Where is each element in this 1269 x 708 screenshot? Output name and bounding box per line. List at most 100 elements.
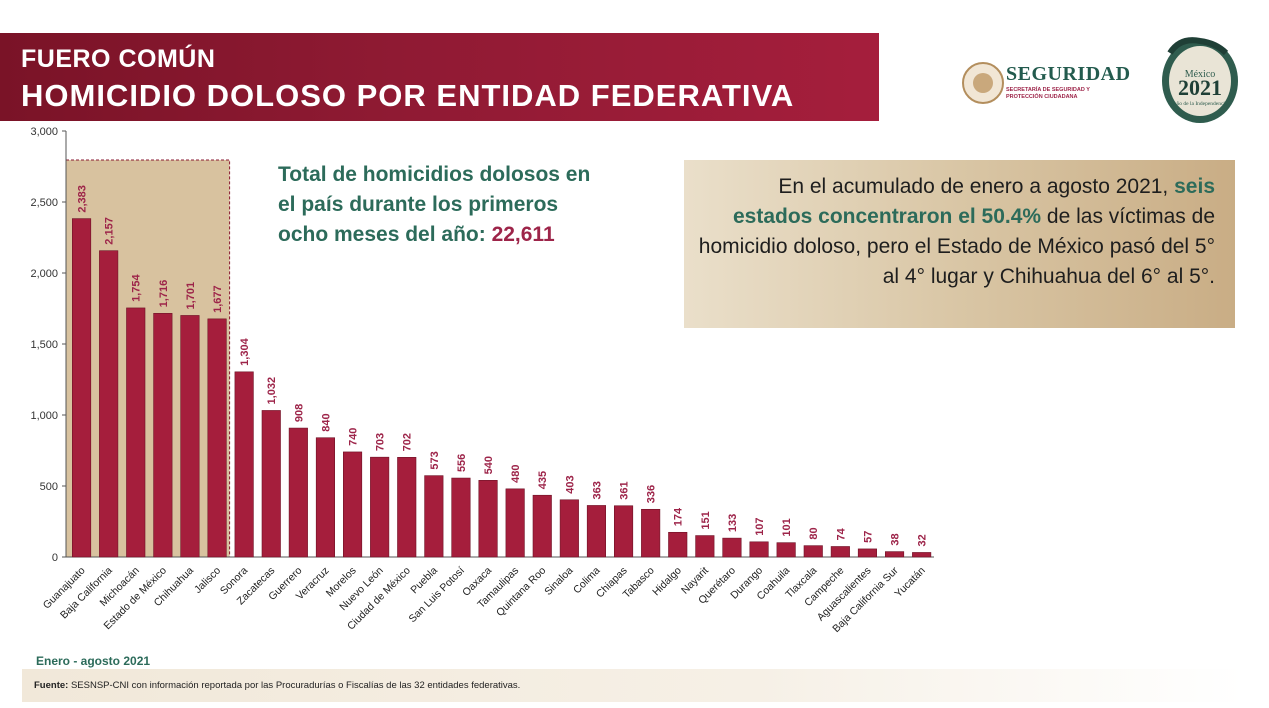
mexico-2021-logo: México 2021 Año de la Independencia (1162, 37, 1238, 123)
source-label: Fuente: (34, 680, 69, 691)
bar (884, 551, 905, 558)
bar-value-label: 703 (375, 433, 387, 451)
total-callout-text: Total de homicidios dolosos en el país d… (278, 163, 591, 246)
bar (912, 552, 932, 558)
bar-value-label: 151 (700, 511, 712, 529)
bar (288, 427, 308, 558)
category-label: Sinaloa (542, 565, 575, 598)
bar (342, 451, 363, 558)
bar-value-label: 32 (917, 534, 929, 546)
y-tick-label: 0 (52, 552, 58, 564)
top-states-highlight (65, 159, 231, 558)
y-tick-label: 3,000 (30, 126, 58, 138)
page-title: HOMICIDIO DOLOSO POR ENTIDAD FEDERATIVA (21, 78, 795, 113)
bar (180, 315, 200, 558)
bar-value-label: 2,383 (77, 185, 89, 213)
note-line-before: En el acumulado de enero a agosto 2021, (778, 175, 1169, 198)
category-label: Yucatán (892, 565, 927, 600)
note-line-after: de las víctimas de homicidio doloso, per… (698, 205, 1215, 288)
bar (126, 307, 146, 558)
bar-value-label: 101 (781, 518, 793, 536)
bar (315, 437, 336, 558)
bar (72, 218, 92, 558)
bar-value-label: 840 (320, 413, 332, 431)
bar-value-label: 174 (673, 507, 685, 526)
bar-value-label: 80 (808, 527, 820, 539)
bar (424, 475, 444, 558)
source-text: SESNSP-CNI con información reportada por… (68, 680, 521, 691)
bar-value-label: 480 (510, 464, 522, 482)
note-highlight: seis estados concentraron el 50.4% (732, 175, 1215, 228)
bar-value-label: 1,701 (185, 282, 197, 310)
bar (153, 313, 173, 558)
y-tick-label: 1,500 (30, 339, 58, 351)
total-callout: Total de homicidios dolosos en el país d… (278, 160, 608, 250)
bar (830, 546, 850, 558)
bar (803, 545, 823, 558)
bar-value-label: 908 (293, 404, 305, 422)
year-label: 2021 (1178, 75, 1222, 100)
bar (397, 457, 417, 558)
seguridad-logo-tagline: SECRETARÍA DE SEGURIDAD Y PROTECCIÓN CIU… (1006, 87, 1090, 100)
bar-value-label: 107 (754, 517, 766, 535)
summary-note-box: En el acumulado de enero a agosto 2021, … (684, 160, 1235, 328)
bar (722, 537, 742, 558)
bar-value-label: 1,032 (266, 377, 278, 405)
page-subtitle: FUERO COMÚN (21, 45, 216, 73)
y-tick-label: 2,500 (30, 197, 58, 209)
bar (370, 456, 390, 558)
bar (99, 250, 119, 558)
category-label: Hidalgo (650, 565, 684, 599)
y-tick-label: 500 (40, 481, 58, 493)
bar (613, 505, 634, 558)
bar (505, 488, 525, 558)
year-tagline: Año de la Independencia (1173, 101, 1228, 107)
bar-value-label: 361 (619, 481, 631, 499)
seguridad-logo: SEGURIDAD SECRETARÍA DE SEGURIDAD Y PROT… (962, 60, 1147, 110)
mexico-label: México (1185, 69, 1216, 80)
bar (695, 535, 715, 558)
eagle-seal-icon (962, 62, 1004, 104)
bar (532, 494, 552, 558)
bar-value-label: 1,304 (239, 337, 251, 365)
bar-value-label: 702 (402, 433, 414, 451)
category-label: Jalisco (192, 565, 223, 596)
bar-value-label: 336 (646, 485, 658, 503)
bar (586, 505, 607, 558)
source-note: Fuente: SESNSP-CNI con información repor… (34, 680, 520, 691)
bar (641, 508, 661, 558)
bar-value-label: 38 (890, 533, 902, 545)
y-tick-label: 1,000 (30, 410, 58, 422)
bar-value-label: 540 (483, 456, 495, 474)
bar-value-label: 556 (456, 454, 468, 472)
bar (207, 318, 227, 558)
bar (234, 371, 254, 558)
bar (559, 499, 579, 558)
title-banner: FUERO COMÚN HOMICIDIO DOLOSO POR ENTIDAD… (0, 33, 879, 121)
bar (749, 541, 769, 558)
bar-value-label: 133 (727, 514, 739, 532)
summary-note-text: En el acumulado de enero a agosto 2021, … (695, 172, 1215, 292)
bar-value-label: 363 (591, 481, 603, 499)
bar (776, 542, 796, 558)
period-label: Enero - agosto 2021 (36, 654, 151, 668)
bar (478, 480, 498, 558)
bar-value-label: 403 (564, 475, 576, 493)
bar-value-label: 573 (429, 451, 441, 469)
y-tick-label: 2,000 (30, 268, 58, 280)
bar (261, 410, 281, 558)
bar-value-label: 1,716 (158, 280, 170, 308)
total-value: 22,611 (491, 223, 555, 246)
bar (857, 548, 878, 558)
bar-value-label: 2,157 (104, 217, 116, 245)
bar-value-label: 435 (537, 471, 549, 489)
bar (668, 531, 688, 558)
bar-value-label: 57 (862, 531, 874, 543)
source-bar: Fuente: SESNSP-CNI con información repor… (22, 669, 1244, 702)
seguridad-logo-name: SEGURIDAD (1006, 63, 1131, 85)
bar-value-label: 74 (835, 527, 847, 540)
bar (451, 477, 471, 558)
bar-value-label: 1,677 (212, 285, 224, 313)
bar-value-label: 1,754 (131, 274, 143, 302)
